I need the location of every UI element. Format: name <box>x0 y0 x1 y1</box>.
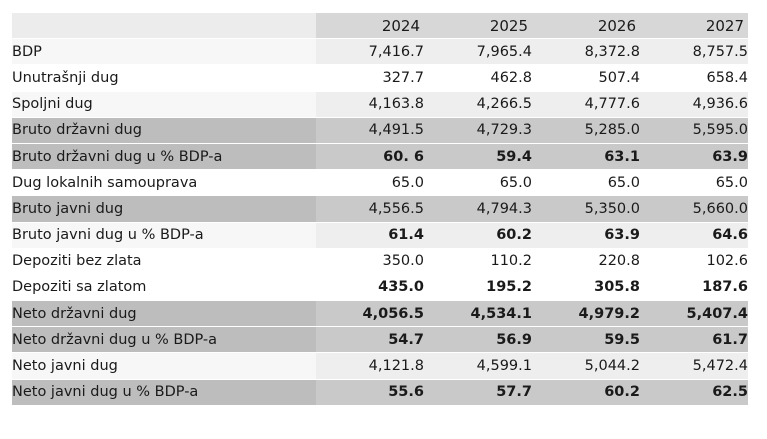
cell-2027: 64.6 <box>640 222 748 249</box>
cell-2026: 63.9 <box>532 222 640 249</box>
cell-2024: 60. 6 <box>316 143 424 171</box>
table-row: Bruto državni dug u % BDP-a 60. 6 59.4 63.1… <box>12 143 748 171</box>
table-row: Bruto državni dug 4,491.5 4,729.3 5,285.0 5,… <box>12 117 748 144</box>
cell-2027: 65.0 <box>640 170 748 197</box>
cell-2024: 4,556.5 <box>316 196 424 223</box>
cell-2025: 195.2 <box>424 274 532 302</box>
cell-2025: 60.2 <box>424 222 532 249</box>
cell-2026: 220.8 <box>532 248 640 275</box>
table-row: Spoljni dug 4,163.8 4,266.5 4,777.6 4,936.6 <box>12 91 748 118</box>
cell-2024: 55.6 <box>316 379 424 406</box>
cell-2027: 5,660.0 <box>640 196 748 223</box>
cell-2024: 4,491.5 <box>316 117 424 144</box>
cell-2026: 65.0 <box>532 170 640 197</box>
table-row: Dug lokalnih samouprava 65.0 65.0 65.0 65.0 <box>12 170 748 197</box>
cell-2027: 187.6 <box>640 274 748 302</box>
cell-2027: 8,757.5 <box>640 39 748 66</box>
row-label: Unutrašnji dug <box>12 65 316 92</box>
table-row: Bruto javni dug u % BDP-a 61.4 60.2 63.9 64.… <box>12 222 748 249</box>
table-header-row: 2024 2025 2026 2027 <box>12 13 748 40</box>
row-label: Bruto javni dug u % BDP-a <box>12 222 316 249</box>
cell-2027: 658.4 <box>640 65 748 92</box>
table-row: Depoziti sa zlatom 435.0 195.2 305.8 187.6 <box>12 274 748 302</box>
cell-2024: 61.4 <box>316 222 424 249</box>
row-label: Bruto državni dug <box>12 117 316 144</box>
cell-2025: 4,599.1 <box>424 353 532 380</box>
cell-2025: 110.2 <box>424 248 532 275</box>
cell-2024: 7,416.7 <box>316 39 424 66</box>
cell-2027: 102.6 <box>640 248 748 275</box>
cell-2024: 350.0 <box>316 248 424 275</box>
cell-2025: 4,266.5 <box>424 91 532 118</box>
cell-2024: 4,163.8 <box>316 91 424 118</box>
cell-2027: 61.7 <box>640 327 748 354</box>
cell-2025: 59.4 <box>424 143 532 171</box>
row-label: Neto državni dug u % BDP-a <box>12 327 316 354</box>
cell-2027: 4,936.6 <box>640 91 748 118</box>
row-label: Bruto javni dug <box>12 196 316 223</box>
row-label: Neto javni dug <box>12 353 316 380</box>
cell-2027: 63.9 <box>640 143 748 171</box>
column-header-2026: 2026 <box>532 13 640 40</box>
cell-2024: 435.0 <box>316 274 424 302</box>
cell-2024: 65.0 <box>316 170 424 197</box>
table-row: Neto državni dug u % BDP-a 54.7 56.9 59.5 61… <box>12 327 748 354</box>
cell-2026: 507.4 <box>532 65 640 92</box>
table-row: Neto javni dug u % BDP-a 55.6 57.7 60.2 62.5 <box>12 379 748 406</box>
cell-2025: 4,729.3 <box>424 117 532 144</box>
row-label: Neto državni dug <box>12 301 316 328</box>
cell-2024: 54.7 <box>316 327 424 354</box>
cell-2026: 5,350.0 <box>532 196 640 223</box>
cell-2024: 327.7 <box>316 65 424 92</box>
cell-2026: 8,372.8 <box>532 39 640 66</box>
table-body: BDP 7,416.7 7,965.4 8,372.8 8,757.5 Unutrašnj… <box>12 39 748 406</box>
cell-2026: 59.5 <box>532 327 640 354</box>
column-header-2025: 2025 <box>424 13 532 40</box>
cell-2026: 5,285.0 <box>532 117 640 144</box>
table-row: Unutrašnji dug 327.7 462.8 507.4 658.4 <box>12 65 748 92</box>
row-label: Dug lokalnih samouprava <box>12 170 316 197</box>
cell-2025: 7,965.4 <box>424 39 532 66</box>
cell-2025: 56.9 <box>424 327 532 354</box>
row-label: Neto javni dug u % BDP-a <box>12 379 316 406</box>
column-header-2027: 2027 <box>640 13 748 40</box>
cell-2027: 5,407.4 <box>640 301 748 328</box>
cell-2025: 4,534.1 <box>424 301 532 328</box>
table-row: Neto javni dug 4,121.8 4,599.1 5,044.2 5,472… <box>12 353 748 380</box>
cell-2026: 5,044.2 <box>532 353 640 380</box>
cell-2027: 5,595.0 <box>640 117 748 144</box>
table-row: Neto državni dug 4,056.5 4,534.1 4,979.2 5,4… <box>12 301 748 328</box>
cell-2025: 65.0 <box>424 170 532 197</box>
cell-2025: 4,794.3 <box>424 196 532 223</box>
cell-2024: 4,056.5 <box>316 301 424 328</box>
row-label: BDP <box>12 39 316 66</box>
table-row: Depoziti bez zlata 350.0 110.2 220.8 102.6 <box>12 248 748 275</box>
row-label: Depoziti sa zlatom <box>12 274 316 302</box>
cell-2027: 5,472.4 <box>640 353 748 380</box>
row-label: Spoljni dug <box>12 91 316 118</box>
table-row: BDP 7,416.7 7,965.4 8,372.8 8,757.5 <box>12 39 748 66</box>
column-header-label <box>12 13 316 40</box>
table-row: Bruto javni dug 4,556.5 4,794.3 5,350.0 5,66… <box>12 196 748 223</box>
row-label: Bruto državni dug u % BDP-a <box>12 143 316 171</box>
cell-2025: 57.7 <box>424 379 532 406</box>
cell-2026: 4,979.2 <box>532 301 640 328</box>
cell-2026: 63.1 <box>532 143 640 171</box>
cell-2025: 462.8 <box>424 65 532 92</box>
cell-2027: 62.5 <box>640 379 748 406</box>
cell-2026: 60.2 <box>532 379 640 406</box>
cell-2026: 4,777.6 <box>532 91 640 118</box>
public-debt-table: 2024 2025 2026 2027 BDP 7,416.7 7,965.4 8,3… <box>12 13 748 406</box>
column-header-2024: 2024 <box>316 13 424 40</box>
row-label: Depoziti bez zlata <box>12 248 316 275</box>
cell-2024: 4,121.8 <box>316 353 424 380</box>
cell-2026: 305.8 <box>532 274 640 302</box>
